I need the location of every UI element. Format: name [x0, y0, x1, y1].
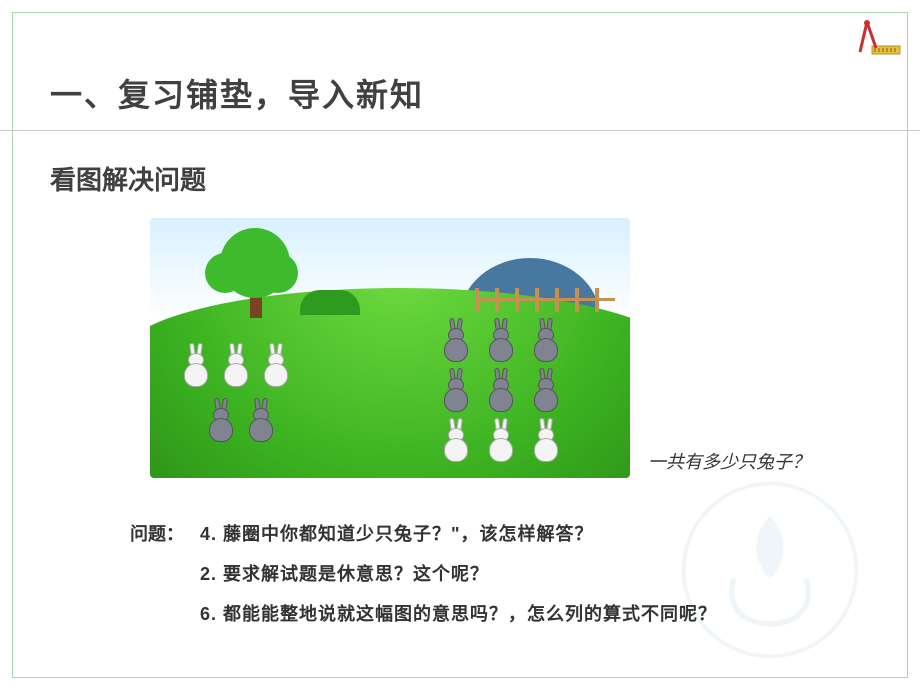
gray-rabbit [440, 368, 472, 412]
white-rabbit [440, 418, 472, 462]
watermark-icon [680, 480, 860, 660]
problem-line-3: 6. 都能能整地说就这幅图的意思吗？，怎么列的算式不同呢？ [200, 600, 717, 626]
white-rabbit [530, 418, 562, 462]
sub-title: 看图解决问题 [50, 160, 206, 197]
gray-rabbit [530, 368, 562, 412]
fence [475, 288, 615, 312]
gray-rabbit [245, 398, 277, 442]
white-rabbit [260, 343, 292, 387]
white-rabbit [180, 343, 212, 387]
compass-ruler-icon [852, 18, 902, 58]
rabbit-illustration [150, 218, 630, 478]
main-title: 一、复习铺垫，导入新知 [50, 70, 424, 116]
white-rabbit [220, 343, 252, 387]
gray-rabbit [440, 318, 472, 362]
gray-rabbit [205, 398, 237, 442]
title-divider [0, 130, 920, 131]
problem-line-2: 2. 要求解试题是休意思？这个呢？ [200, 560, 489, 586]
gray-rabbit [485, 368, 517, 412]
white-rabbit [485, 418, 517, 462]
question-text: 一共有多少只兔子？ [648, 448, 810, 474]
gray-rabbit [530, 318, 562, 362]
problem-line-1: 4. 藤圈中你都知道少只兔子？"，该怎样解答？ [200, 520, 594, 546]
tree-crown [258, 253, 298, 293]
bush [300, 290, 360, 315]
tree-crown [205, 253, 245, 293]
gray-rabbit [485, 318, 517, 362]
problems-label: 问题： [130, 520, 184, 546]
